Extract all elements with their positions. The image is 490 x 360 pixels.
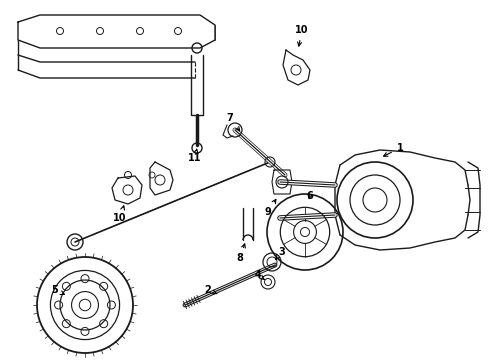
Text: 10: 10 <box>295 25 309 46</box>
Text: 5: 5 <box>51 285 64 295</box>
Text: 2: 2 <box>205 285 217 295</box>
Text: 6: 6 <box>307 191 314 201</box>
Text: 7: 7 <box>227 113 240 131</box>
Text: 8: 8 <box>237 244 245 263</box>
Text: 11: 11 <box>188 149 202 163</box>
Text: 4: 4 <box>255 270 264 280</box>
Text: 1: 1 <box>384 143 403 156</box>
Text: 3: 3 <box>276 247 285 259</box>
Text: 10: 10 <box>113 206 127 223</box>
Text: 9: 9 <box>265 199 276 217</box>
